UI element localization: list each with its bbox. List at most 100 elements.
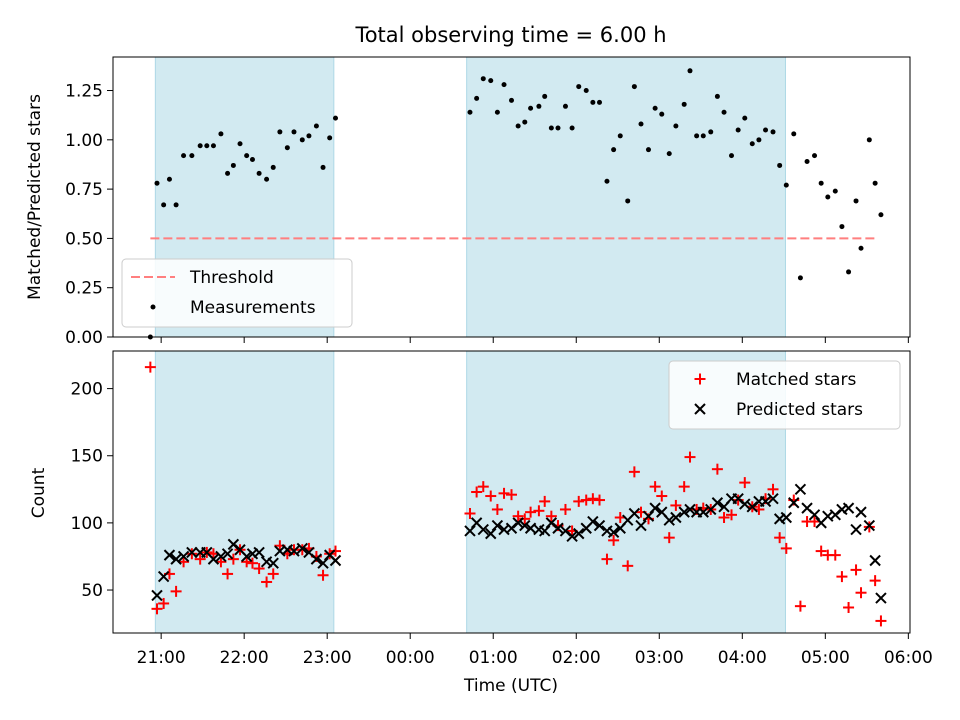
matched-point-48 (601, 553, 613, 565)
matched-point-72 (767, 483, 779, 495)
measurement-point-39 (542, 93, 548, 99)
measurement-point-1 (154, 180, 160, 186)
measurement-point-43 (569, 125, 575, 131)
top-y-tick-label-0: 0.00 (65, 328, 103, 348)
predicted-point-46 (593, 519, 606, 532)
matched-point-14 (241, 556, 253, 568)
matched-point-35 (512, 510, 524, 522)
count-points (144, 361, 887, 627)
measurement-point-66 (729, 153, 735, 159)
matched-point-28 (464, 507, 476, 519)
predicted-point-31 (491, 519, 504, 532)
predicted-point-10 (221, 548, 234, 560)
matched-point-82 (836, 571, 848, 583)
top-legend: Threshold Measurements (121, 258, 353, 328)
matched-point-2 (158, 597, 170, 609)
matched-point-18 (267, 568, 279, 580)
measurement-point-19 (277, 129, 283, 135)
measurement-point-12 (230, 162, 236, 168)
measurement-point-18 (270, 164, 276, 170)
predicted-point-58 (678, 506, 690, 518)
measurement-point-78 (812, 153, 818, 159)
predicted-point-38 (539, 525, 551, 537)
predicted-point-3 (170, 553, 182, 565)
top-shaded-interval-1 (466, 56, 786, 338)
matched-point-46 (587, 493, 599, 505)
measurement-point-21 (291, 129, 297, 135)
predicted-point-20 (288, 545, 300, 557)
measurement-point-26 (327, 135, 333, 141)
matched-point-57 (663, 532, 675, 544)
matched-point-58 (670, 499, 682, 511)
bottom-legend: Matched stars Predicted stars (668, 360, 901, 430)
predicted-point-59 (684, 503, 696, 516)
matched-point-73 (774, 532, 786, 544)
measurement-point-7 (197, 143, 203, 149)
matched-point-15 (246, 557, 258, 569)
chart-title: Total observing time = 6.00 h (354, 23, 666, 47)
top-y-tick-label-3: 0.75 (65, 180, 103, 200)
predicted-point-61 (697, 506, 709, 518)
bottom-y-tick-label-0: 50 (81, 581, 103, 601)
matched-point-52 (628, 466, 640, 478)
matched-point-42 (559, 503, 571, 515)
measurement-point-24 (313, 123, 319, 129)
measurement-point-69 (749, 141, 755, 147)
predicted-point-9 (215, 550, 227, 563)
measurement-point-8 (204, 143, 210, 149)
predicted-point-42 (566, 530, 578, 543)
measurement-point-40 (548, 125, 554, 131)
predicted-point-52 (635, 519, 647, 532)
measurement-point-67 (735, 127, 741, 133)
matched-point-47 (594, 494, 606, 506)
measurement-point-38 (536, 103, 542, 109)
x-tick-label-3: 00:00 (386, 648, 435, 668)
measurement-point-50 (617, 133, 623, 139)
measurement-point-5 (181, 153, 187, 159)
measurement-point-71 (763, 127, 769, 133)
predicted-point-70 (759, 495, 772, 508)
measurement-point-46 (590, 99, 596, 105)
x-tick-label-0: 21:00 (137, 648, 186, 668)
predicted-point-17 (267, 557, 279, 569)
bottom-y-tick-label-2: 150 (71, 447, 103, 467)
measurement-point-35 (515, 123, 521, 129)
measurement-point-14 (244, 153, 250, 159)
measurement-point-76 (797, 275, 803, 281)
matched-point-51 (622, 560, 634, 572)
predicted-point-71 (767, 493, 779, 505)
predicted-point-8 (207, 553, 220, 565)
predicted-point-87 (875, 592, 887, 604)
measurement-point-29 (474, 95, 480, 101)
top-legend-box (121, 258, 353, 328)
predicted-point-40 (552, 522, 564, 534)
matched-point-33 (498, 487, 510, 499)
predicted-point-85 (863, 519, 876, 532)
matched-point-84 (850, 564, 862, 576)
matched-point-64 (711, 463, 723, 475)
measurement-point-32 (494, 109, 500, 115)
matched-point-34 (506, 489, 517, 501)
x-tick-label-5: 02:00 (552, 648, 601, 668)
matched-point-30 (477, 481, 489, 493)
measurement-point-25 (320, 164, 326, 170)
measurement-point-3 (166, 176, 172, 182)
measurement-point-54 (645, 147, 651, 153)
predicted-point-54 (649, 502, 661, 514)
top-y-tick-label-2: 0.50 (65, 229, 103, 249)
x-axis-label: Time (UTC) (463, 676, 558, 696)
top-y-tick-label-5: 1.25 (65, 82, 103, 102)
bottom-y-tick-label-1: 100 (71, 514, 103, 534)
measurement-point-20 (284, 145, 290, 151)
matched-point-60 (684, 451, 696, 463)
measurement-point-73 (777, 162, 783, 168)
bottom-y-axis: 50 100 150 200 (71, 380, 113, 601)
matched-point-1 (151, 603, 163, 615)
predicted-point-26 (329, 554, 342, 567)
matched-point-40 (545, 510, 557, 522)
matched-point-11 (222, 568, 234, 580)
predicted-point-1 (157, 570, 170, 583)
measurement-point-53 (638, 121, 644, 127)
predicted-point-84 (855, 506, 867, 518)
